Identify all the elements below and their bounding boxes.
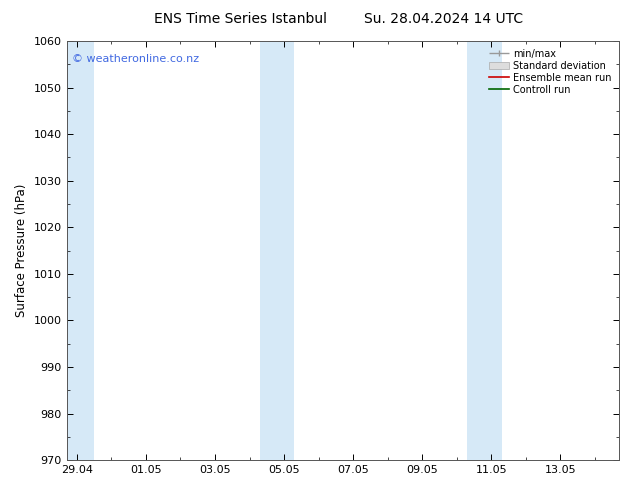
- Bar: [467, 41, 501, 460]
- Text: © weatheronline.co.nz: © weatheronline.co.nz: [72, 53, 199, 64]
- Bar: [67, 41, 94, 460]
- Legend: min/max, Standard deviation, Ensemble mean run, Controll run: min/max, Standard deviation, Ensemble me…: [486, 46, 614, 98]
- Text: ENS Time Series Istanbul: ENS Time Series Istanbul: [155, 12, 327, 26]
- Text: Su. 28.04.2024 14 UTC: Su. 28.04.2024 14 UTC: [365, 12, 523, 26]
- Bar: [260, 41, 294, 460]
- Y-axis label: Surface Pressure (hPa): Surface Pressure (hPa): [15, 184, 28, 318]
